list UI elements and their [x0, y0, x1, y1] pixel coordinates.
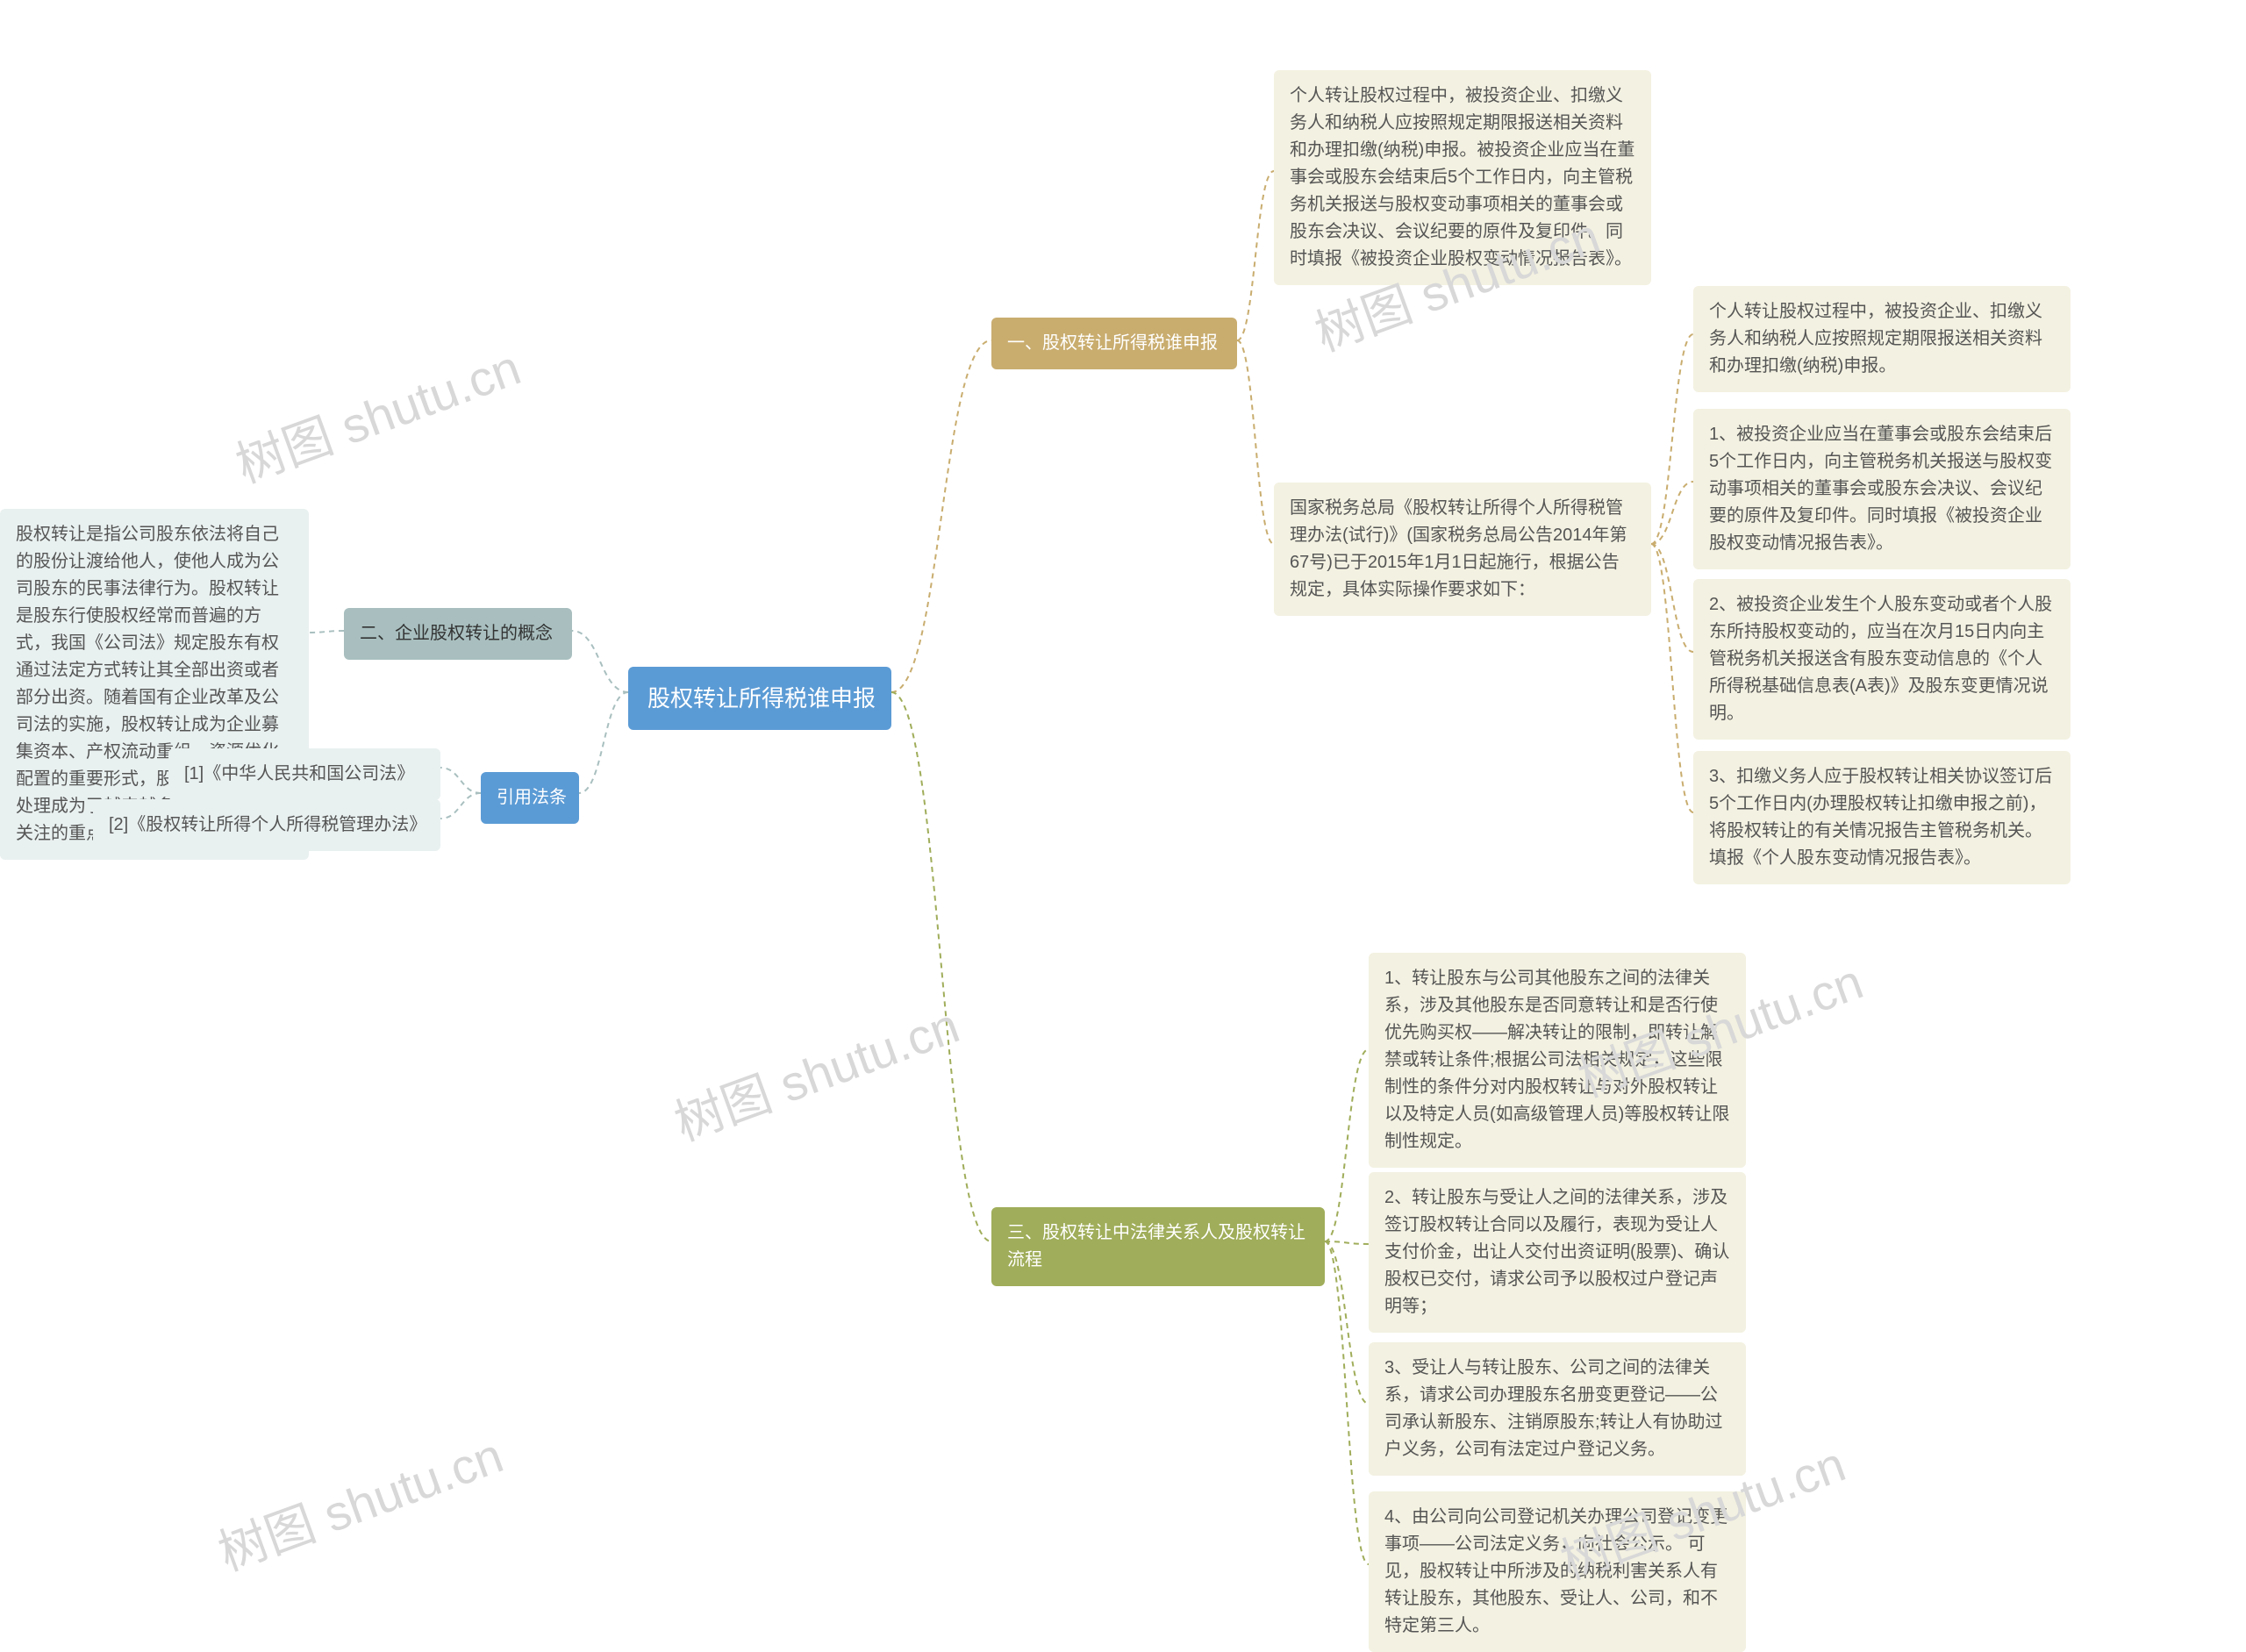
leaf-s1b1: 个人转让股权过程中，被投资企业、扣缴义务人和纳税人应按照规定期限报送相关资料和办…	[1693, 286, 2071, 392]
root-node[interactable]: 股权转让所得税谁申报	[628, 667, 891, 730]
leaf-c1: [1]《中华人民共和国公司法》	[168, 748, 440, 800]
section-cite[interactable]: 引用法条	[481, 772, 579, 824]
leaf-s3a: 1、转让股东与公司其他股东之间的法律关系，涉及其他股东是否同意转让和是否行使优先…	[1369, 953, 1746, 1168]
leaf-s1b2: 1、被投资企业应当在董事会或股东会结束后5个工作日内，向主管税务机关报送与股权变…	[1693, 409, 2071, 569]
leaf-s3c: 3、受让人与转让股东、公司之间的法律关系，请求公司办理股东名册变更登记——公司承…	[1369, 1342, 1746, 1476]
section-1[interactable]: 一、股权转让所得税谁申报	[991, 318, 1237, 369]
leaf-s1b3: 2、被投资企业发生个人股东变动或者个人股东所持股权变动的，应当在次月15日内向主…	[1693, 579, 2071, 740]
leaf-c2: [2]《股权转让所得个人所得税管理办法》	[93, 799, 440, 851]
leaf-s1b: 国家税务总局《股权转让所得个人所得税管理办法(试行)》(国家税务总局公告2014…	[1274, 483, 1651, 616]
watermark: 树图 shutu.cn	[207, 1416, 511, 1584]
section-2[interactable]: 二、企业股权转让的概念	[344, 608, 572, 660]
leaf-s1b4: 3、扣缴义务人应于股权转让相关协议签订后5个工作日内(办理股权转让扣缴申报之前)…	[1693, 751, 2071, 884]
leaf-s3b: 2、转让股东与受让人之间的法律关系，涉及签订股权转让合同以及履行，表现为受让人支…	[1369, 1172, 1746, 1333]
leaf-s3d: 4、由公司向公司登记机关办理公司登记变更事项——公司法定义务，向社会公示。 可见…	[1369, 1491, 1746, 1652]
section-3[interactable]: 三、股权转让中法律关系人及股权转让流程	[991, 1207, 1325, 1286]
watermark: 树图 shutu.cn	[225, 328, 529, 497]
leaf-s1a: 个人转让股权过程中，被投资企业、扣缴义务人和纳税人应按照规定期限报送相关资料和办…	[1274, 70, 1651, 285]
watermark: 树图 shutu.cn	[663, 986, 968, 1155]
